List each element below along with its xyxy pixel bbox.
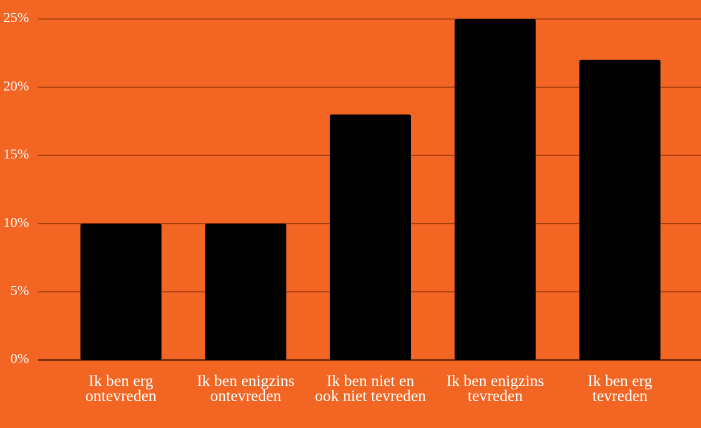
bar xyxy=(454,19,536,360)
x-tick-label: Ik ben enigzins tevreden xyxy=(446,373,545,405)
y-tick-label: 20% xyxy=(3,79,29,94)
y-tick-label: 0% xyxy=(10,352,29,367)
x-tick-label: Ik ben erg ontevreden xyxy=(85,373,157,405)
x-tick-label: Ik ben erg tevreden xyxy=(587,373,653,405)
bar xyxy=(579,59,661,361)
bar xyxy=(205,223,287,360)
y-tick-label: 15% xyxy=(3,148,29,163)
y-tick-label: 25% xyxy=(3,11,29,26)
bar xyxy=(80,223,162,360)
y-tick-label: 5% xyxy=(10,284,29,299)
x-tick-label: Ik ben enigzins ontevreden xyxy=(196,373,295,405)
y-tick-label: 10% xyxy=(3,216,29,231)
x-tick-label: Ik ben niet en ook niet tevreden xyxy=(314,373,426,405)
bar xyxy=(329,114,411,360)
